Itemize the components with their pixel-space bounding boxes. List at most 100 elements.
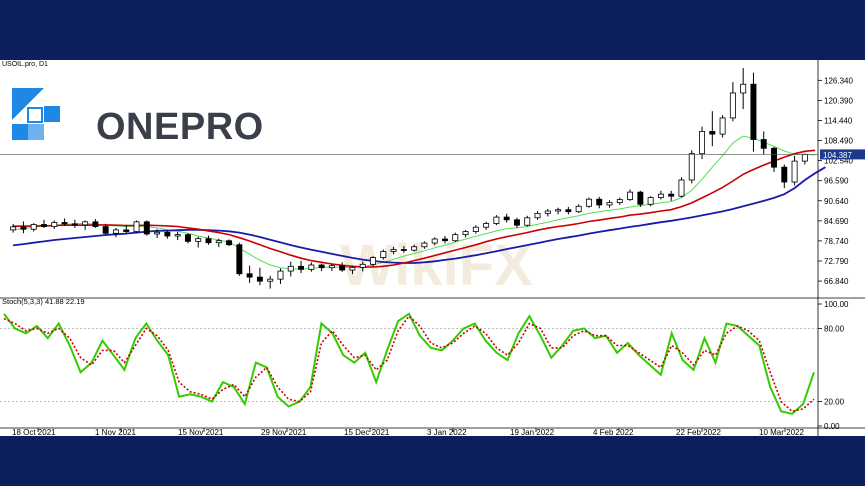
candle-bear	[442, 238, 448, 242]
candle-bear	[164, 231, 171, 237]
candle-bull	[688, 153, 695, 181]
candle-bull	[719, 117, 726, 135]
candle-bull	[267, 278, 274, 282]
candle-bear	[781, 166, 788, 183]
candle-bear	[256, 276, 263, 282]
candle-bull	[380, 251, 387, 258]
candle-bull	[647, 197, 654, 205]
candle-bull	[112, 229, 119, 234]
date-tick-label: 10 Mar 2022	[759, 428, 804, 436]
date-tick-label: 29 Nov 2021	[261, 428, 307, 436]
candle-bull	[359, 263, 366, 268]
candle-bull	[657, 193, 664, 198]
candle-bear	[298, 265, 305, 270]
candle-bull	[575, 205, 582, 213]
candle-bear	[143, 221, 150, 235]
candle-bear	[71, 223, 78, 226]
candle-bull	[411, 246, 418, 251]
candle-bear	[246, 273, 253, 278]
price-tick-label: 120.390	[824, 96, 853, 105]
stoch-tick-label: 100.00	[824, 300, 849, 309]
date-tick-label: 15 Dec 2021	[344, 428, 390, 436]
candle-bear	[750, 83, 757, 140]
candle-bull	[10, 226, 17, 231]
date-tick-label: 15 Nov 2021	[178, 428, 224, 436]
candle-bull	[699, 131, 706, 155]
candle-bull	[370, 257, 376, 265]
bottom-band	[0, 436, 865, 486]
candle-bear	[318, 264, 325, 269]
candle-bull	[606, 202, 613, 206]
price-tick-label: 114.440	[824, 116, 853, 125]
candle-bear	[771, 147, 777, 168]
candle-bull	[30, 224, 37, 230]
candle-bear	[20, 226, 27, 230]
candle-bull	[328, 265, 335, 269]
candle-bear	[123, 229, 130, 232]
stoch-signal-line	[3, 315, 815, 413]
date-tick-label: 4 Feb 2022	[593, 428, 634, 436]
candle-bull	[493, 216, 500, 224]
candle-bull	[287, 265, 294, 272]
candle-bull	[740, 83, 747, 94]
candle-bear	[184, 234, 191, 242]
candle-bull	[154, 231, 161, 235]
candle-bull	[555, 209, 562, 212]
candle-bull	[616, 199, 623, 203]
candle-bull	[791, 160, 798, 183]
date-tick-label: 3 Jan 2022	[427, 428, 467, 436]
candle-bull	[452, 234, 459, 242]
candle-bull	[462, 231, 469, 236]
top-band	[0, 0, 865, 60]
stoch-tick-label: 0.00	[824, 422, 840, 431]
candle-bear	[339, 265, 346, 271]
price-tick-label: 102.540	[824, 157, 853, 166]
candle-bull	[277, 270, 284, 280]
candle-bear	[503, 216, 510, 221]
candle-bull	[678, 179, 685, 197]
candle-bull	[215, 240, 222, 244]
candle-bear	[760, 139, 767, 149]
candle-bull	[349, 266, 356, 271]
candle-bull	[544, 210, 551, 214]
price-tick-label: 96.590	[824, 177, 849, 186]
date-tick-label: 22 Feb 2022	[676, 428, 721, 436]
price-tick-label: 90.640	[824, 197, 849, 206]
onepro-logo-icon	[12, 88, 60, 140]
candle-bear	[102, 226, 109, 234]
price-chart: WikiFX126.340120.390114.440108.490102.54…	[0, 60, 865, 436]
candle-bull	[51, 222, 58, 227]
candle-bull	[174, 234, 181, 237]
candle-bull	[421, 242, 428, 248]
candle-bear	[400, 249, 407, 251]
price-tick-label: 84.690	[824, 217, 849, 226]
stoch-main-line	[3, 312, 815, 415]
stoch-tick-label: 20.00	[824, 398, 845, 407]
price-tick-label: 78.740	[824, 237, 849, 246]
candle-bull	[431, 238, 438, 244]
candle-bear	[236, 244, 243, 275]
candle-bull	[390, 249, 397, 252]
chart-frame: USOIL.pro, D1 WikiFX 126.340 120.390 114.44…	[0, 60, 865, 436]
candle-bull	[133, 221, 140, 232]
candle-bear	[596, 198, 603, 206]
candle-bull	[82, 221, 89, 226]
onepro-logo: ONEPRO	[4, 84, 274, 148]
candle-bull	[585, 198, 592, 207]
candle-bear	[709, 131, 716, 135]
candle-bull	[524, 217, 531, 226]
date-tick-label: 19 Jan 2022	[510, 428, 555, 436]
stoch-tick-label: 80.00	[824, 324, 845, 333]
candle-bear	[92, 221, 99, 227]
candle-bear	[513, 219, 520, 226]
candle-bear	[41, 224, 47, 227]
candle-bear	[226, 240, 233, 246]
date-tick-label: 1 Nov 2021	[95, 428, 136, 436]
stoch-label: Stoch(5,3,3) 41.88 22.19	[2, 297, 85, 306]
candle-bull	[729, 92, 736, 119]
chart-symbol-title: USOIL.pro, D1	[2, 61, 48, 68]
price-tick-label: 66.840	[824, 277, 849, 286]
candle-bull	[472, 226, 479, 232]
candle-bear	[637, 191, 644, 205]
candle-bear	[668, 193, 675, 197]
